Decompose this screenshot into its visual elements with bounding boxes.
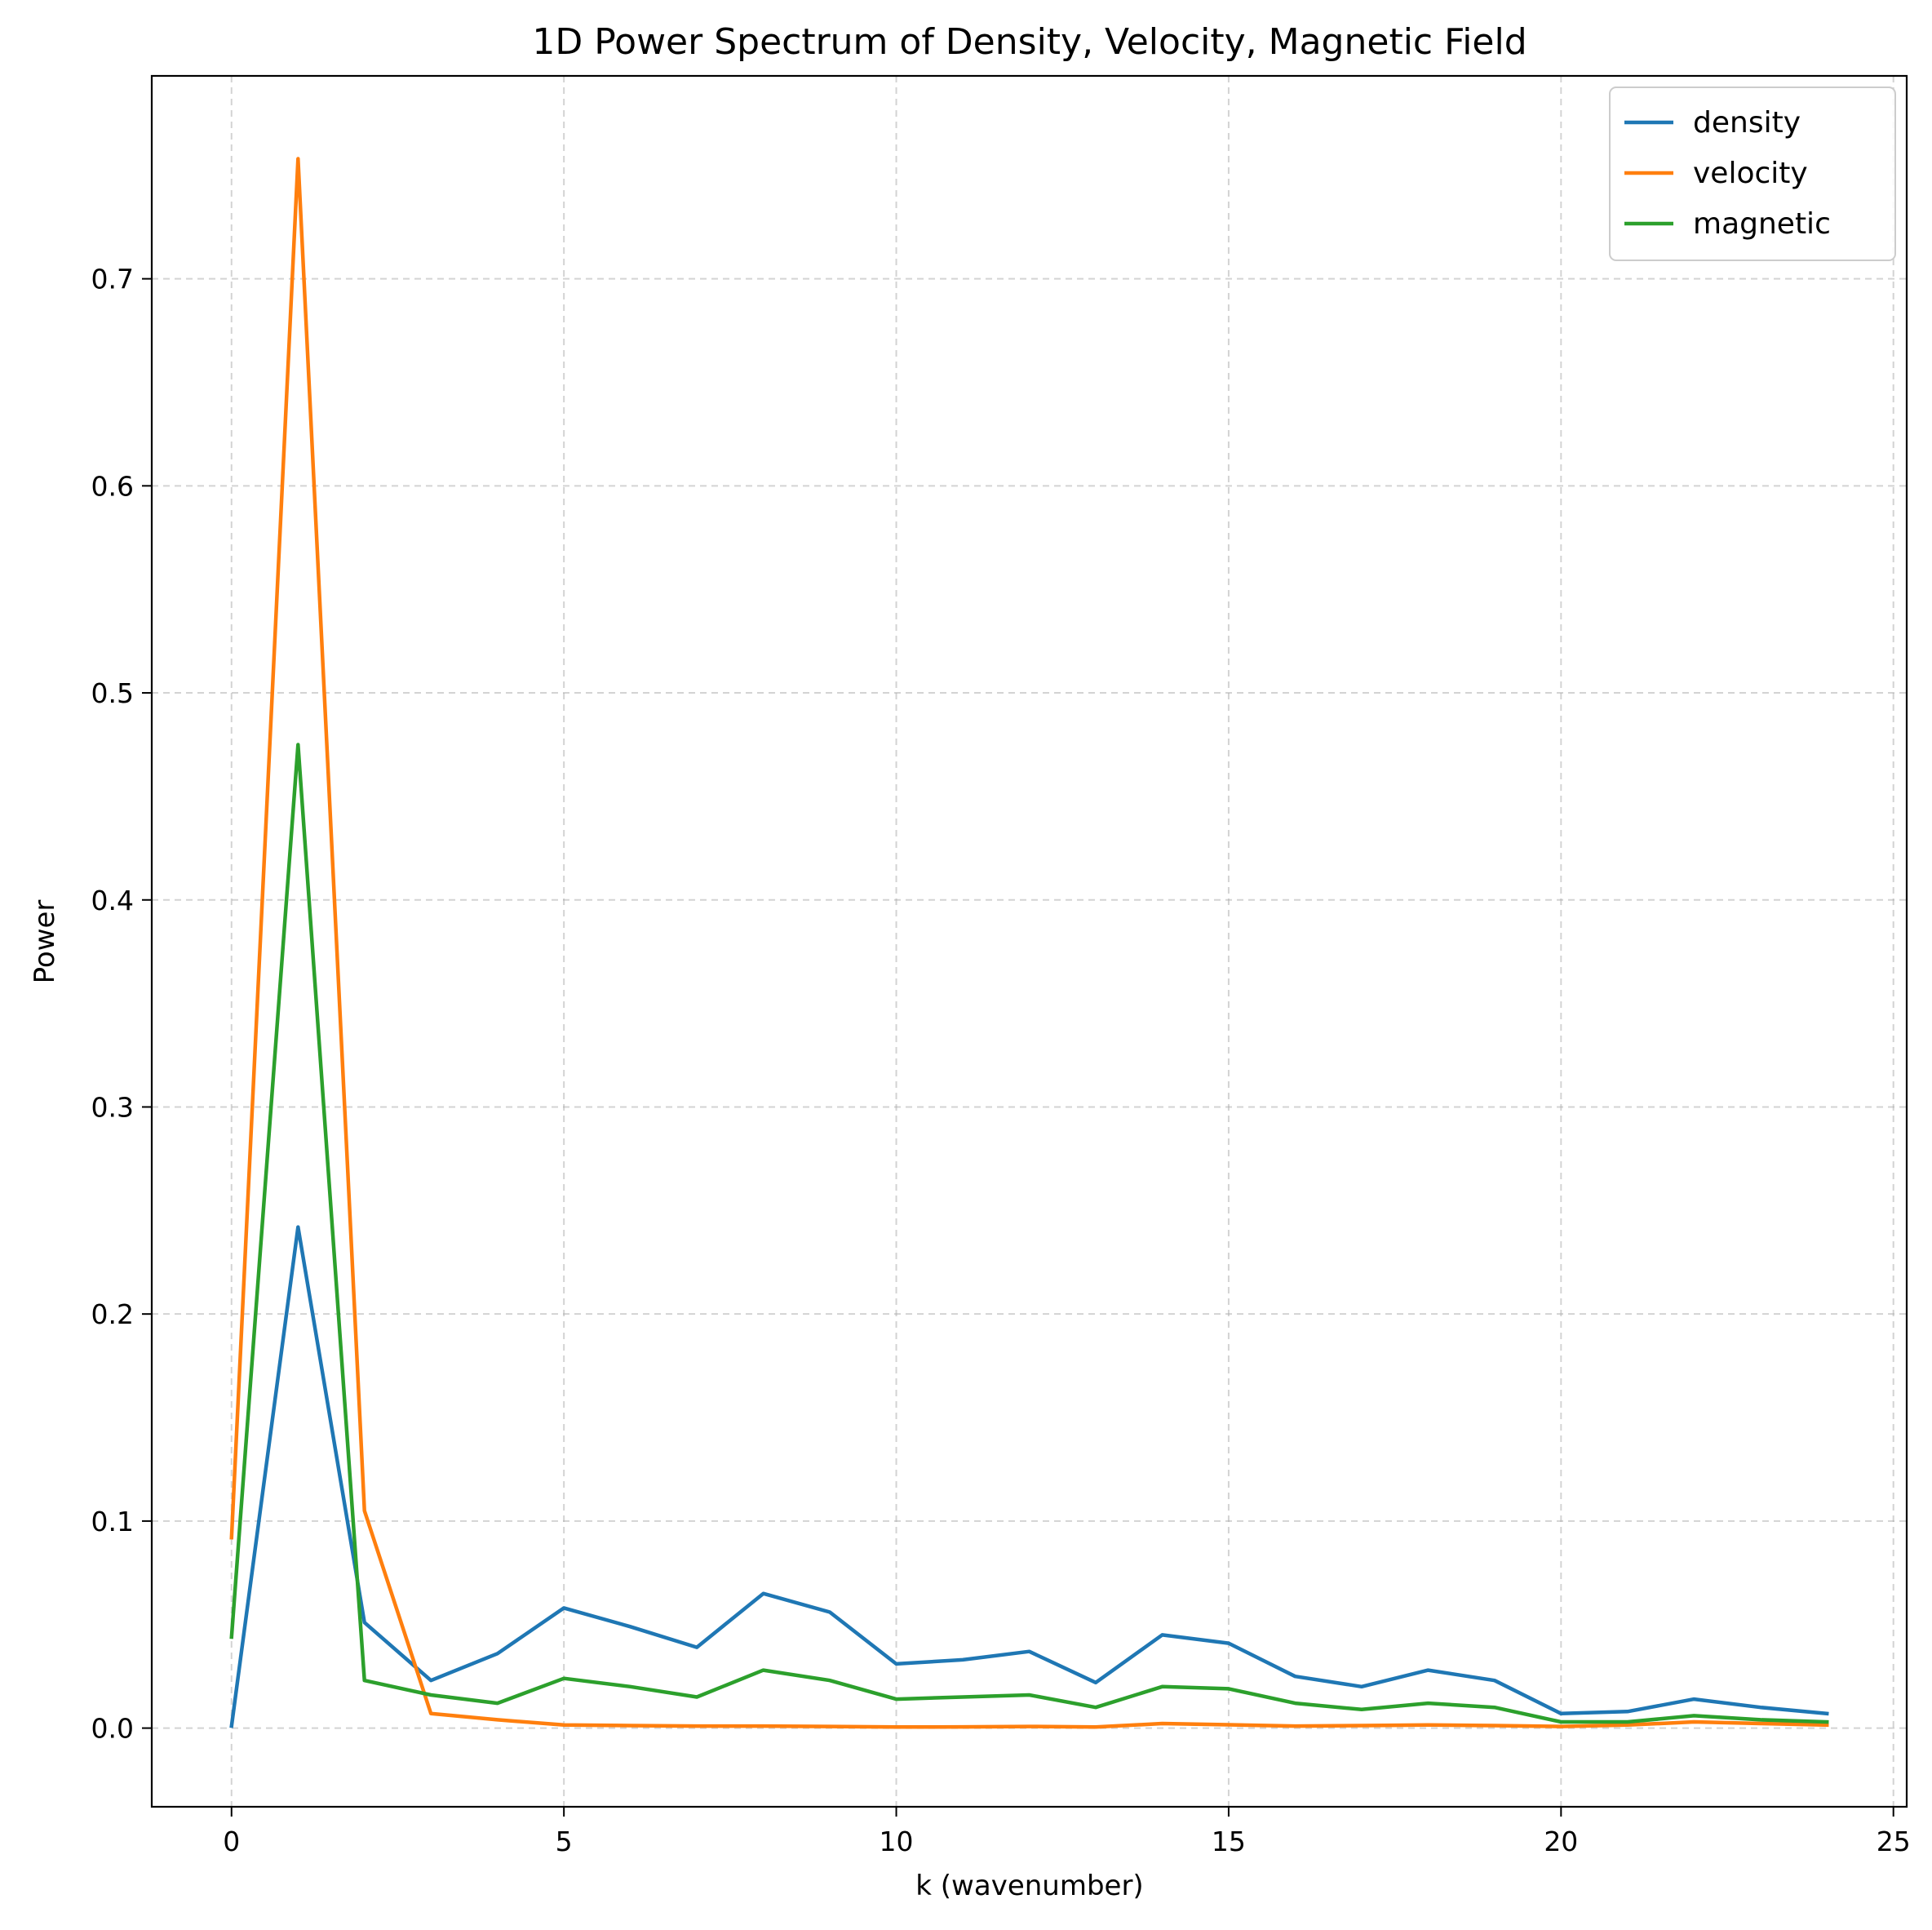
legend-label-magnetic: magnetic [1693, 207, 1831, 241]
legend-label-velocity: velocity [1693, 157, 1808, 190]
y-axis: 0.0 0.1 0.2 0.3 0.4 0.5 0.6 0.7 [91, 264, 152, 1745]
series-lines [229, 157, 1829, 1729]
grid [152, 76, 1907, 1807]
plot-frame [150, 74, 1908, 1808]
y-tick-label: 0.3 [91, 1091, 134, 1123]
x-tick-label: 0 [223, 1826, 240, 1857]
y-tick-label: 0.1 [91, 1506, 134, 1537]
y-tick-label: 0.5 [91, 677, 134, 709]
y-tick-label: 0.7 [91, 264, 134, 295]
legend-box [1609, 87, 1896, 261]
y-tick-label: 0.2 [91, 1298, 134, 1330]
legend-label-density: density [1693, 106, 1801, 140]
x-tick-label: 10 [880, 1826, 914, 1857]
y-axis-label: Power [29, 900, 61, 984]
y-tick-label: 0.0 [91, 1713, 134, 1745]
x-axis: 0 5 10 15 20 25 [223, 1807, 1911, 1857]
y-tick-label: 0.4 [91, 885, 134, 916]
x-tick-label: 5 [556, 1826, 573, 1857]
chart-title: 1D Power Spectrum of Density, Velocity, … [532, 21, 1527, 63]
x-tick-label: 20 [1544, 1826, 1578, 1857]
x-tick-label: 25 [1877, 1826, 1911, 1857]
x-tick-label: 15 [1212, 1826, 1246, 1857]
series-line-velocity [229, 157, 1829, 1729]
y-tick-label: 0.6 [91, 470, 134, 502]
series-line-density [229, 1225, 1829, 1728]
series-line-magnetic [229, 743, 1829, 1724]
x-axis-label: k (wavenumber) [915, 1870, 1143, 1902]
legend: density velocity magnetic [1609, 87, 1896, 261]
